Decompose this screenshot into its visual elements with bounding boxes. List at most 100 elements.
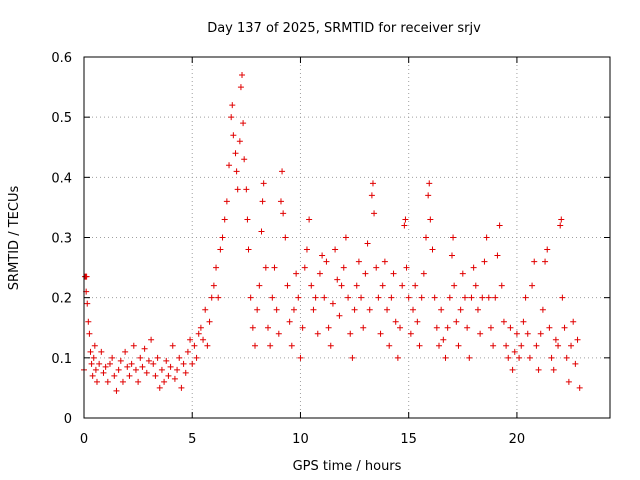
data-point <box>161 378 168 385</box>
data-point <box>256 282 263 289</box>
data-point <box>100 369 107 376</box>
y-tick-label: 0.4 <box>51 171 72 186</box>
data-point <box>483 234 490 241</box>
data-point <box>254 306 261 313</box>
data-point <box>487 324 494 331</box>
data-point <box>267 342 274 349</box>
y-tick-label: 0.5 <box>51 111 72 126</box>
data-point <box>141 345 148 352</box>
data-point <box>98 348 105 355</box>
data-point <box>323 258 330 265</box>
data-point <box>237 84 244 91</box>
data-point <box>561 324 568 331</box>
data-point <box>392 318 399 325</box>
data-point <box>176 354 183 361</box>
data-point <box>427 216 434 223</box>
data-point <box>563 354 570 361</box>
data-point <box>518 342 525 349</box>
data-point <box>109 354 116 361</box>
data-point <box>139 363 146 370</box>
data-point <box>531 258 538 265</box>
x-tick-label: 5 <box>188 432 196 447</box>
data-point <box>526 354 533 361</box>
data-point <box>340 264 347 271</box>
data-point <box>457 306 464 313</box>
data-point <box>516 354 523 361</box>
data-point <box>195 330 202 337</box>
data-point <box>552 336 559 343</box>
data-point <box>362 270 369 277</box>
data-point <box>511 348 518 355</box>
data-point <box>544 246 551 253</box>
data-point <box>163 357 170 364</box>
data-point <box>115 366 122 373</box>
data-point <box>174 366 181 373</box>
data-point <box>490 342 497 349</box>
data-point <box>223 198 230 205</box>
data-point <box>349 354 356 361</box>
data-point <box>169 342 176 349</box>
data-point <box>498 282 505 289</box>
data-point <box>303 246 310 253</box>
data-point <box>240 120 247 127</box>
data-point <box>193 354 200 361</box>
data-point <box>539 306 546 313</box>
data-point <box>262 264 269 271</box>
data-point <box>229 102 236 109</box>
data-point <box>420 270 427 277</box>
data-point <box>366 306 373 313</box>
data-point <box>332 246 339 253</box>
data-point <box>208 294 215 301</box>
data-point <box>126 372 133 379</box>
data-point <box>336 312 343 319</box>
data-point <box>213 264 220 271</box>
data-point <box>537 330 544 337</box>
data-point <box>259 198 266 205</box>
data-point <box>429 246 436 253</box>
data-point <box>93 378 100 385</box>
data-point <box>145 357 152 364</box>
data-point <box>111 372 118 379</box>
data-point <box>524 330 531 337</box>
data-point <box>355 258 362 265</box>
data-point <box>117 357 124 364</box>
data-point <box>184 348 191 355</box>
data-point <box>84 300 91 307</box>
data-point <box>288 342 295 349</box>
x-axis-label: GPS time / hours <box>293 459 402 474</box>
data-point <box>284 282 291 289</box>
data-point <box>423 234 430 241</box>
data-point <box>503 342 510 349</box>
data-point <box>279 168 286 175</box>
data-point <box>90 354 97 361</box>
data-point <box>403 264 410 271</box>
data-point <box>325 324 332 331</box>
data-point <box>189 360 196 367</box>
data-point <box>394 354 401 361</box>
data-point <box>479 294 486 301</box>
data-point <box>327 342 334 349</box>
data-point <box>535 366 542 373</box>
data-point <box>442 354 449 361</box>
data-point <box>485 294 492 301</box>
data-point <box>243 186 250 193</box>
data-point <box>397 324 404 331</box>
y-tick-label: 0.1 <box>51 352 72 367</box>
data-point <box>371 210 378 217</box>
data-point <box>258 228 265 235</box>
data-point <box>461 294 468 301</box>
data-point <box>505 354 512 361</box>
data-point <box>451 282 458 289</box>
y-tick-label: 0.3 <box>51 232 72 247</box>
data-point <box>474 306 481 313</box>
data-point <box>405 294 412 301</box>
data-point <box>217 246 224 253</box>
data-point <box>373 264 380 271</box>
data-point <box>182 369 189 376</box>
data-point <box>135 378 142 385</box>
data-point <box>202 306 209 313</box>
data-point <box>299 324 306 331</box>
data-point <box>319 252 326 259</box>
data-point <box>379 282 386 289</box>
data-point <box>384 306 391 313</box>
